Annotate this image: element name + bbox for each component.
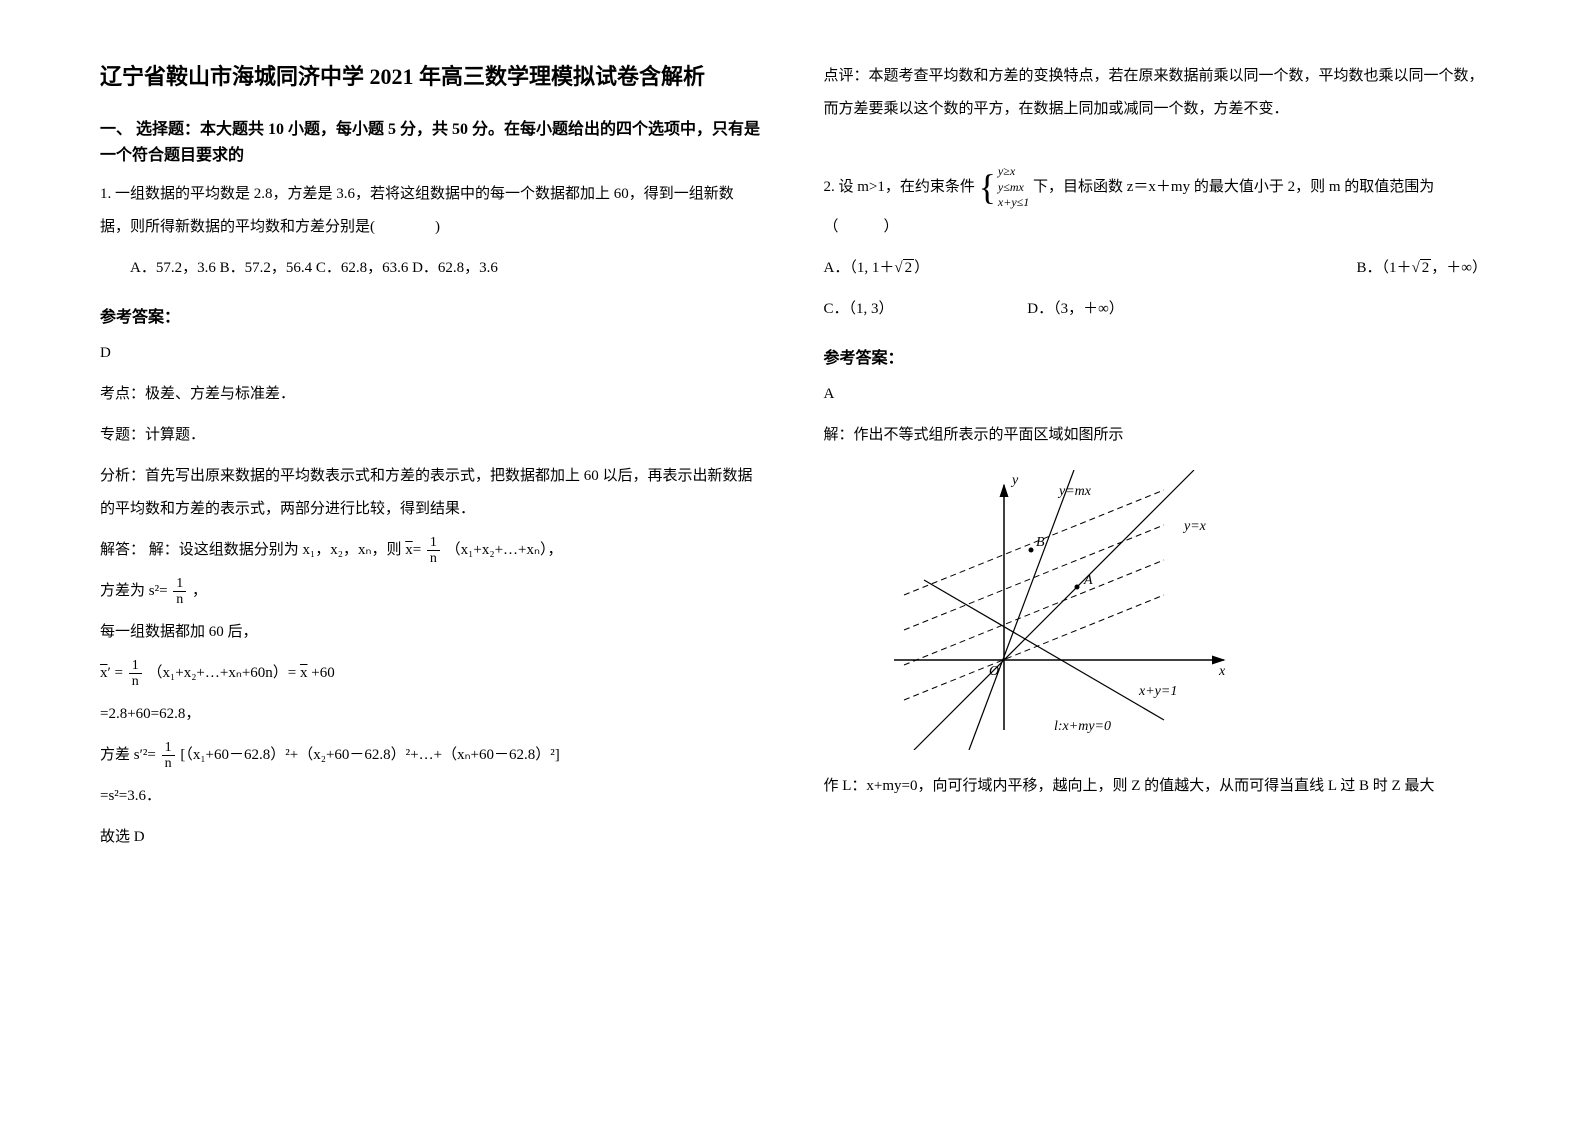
- jieda2b: ，: [192, 583, 207, 599]
- q2-optC: C．（1, 3）: [824, 293, 1024, 326]
- document-title: 辽宁省鞍山市海城同济中学 2021 年高三数学理模拟试卷含解析: [100, 60, 764, 93]
- dashed-parallel-3: [904, 490, 1164, 595]
- line-y-equals-x: [914, 470, 1194, 750]
- section-heading: 一、 选择题：本大题共 10 小题，每小题 5 分，共 50 分。在每小题给出的…: [100, 117, 764, 168]
- q2-options-row2: C．（1, 3） D．（3，＋∞）: [824, 293, 1488, 326]
- brace-icon: {: [979, 169, 996, 205]
- jieda2a: 方差为 s²=: [100, 583, 168, 599]
- q1-options: A．57.2，3.6 B．57.2，56.4 C．62.8，63.6 D．62.…: [100, 252, 764, 285]
- q1-dianping: 点评：本题考查平均数和方差的变换特点，若在原来数据前乘以同一个数，平均数也乘以同…: [824, 60, 1488, 126]
- q1-zhuanti: 专题：计算题．: [100, 419, 764, 452]
- q1-jieda-line7: =s²=3.6．: [100, 780, 764, 813]
- right-column: 点评：本题考查平均数和方差的变换特点，若在原来数据前乘以同一个数，平均数也乘以同…: [824, 60, 1488, 1062]
- constraint-system: { y≥x y≤mx x+y≤1: [979, 164, 1030, 211]
- line-l: [904, 595, 1164, 700]
- q2-jieda2: 作 L：x+my=0，向可行域内平移，越向上，则 Z 的值越大，从而可得当直线 …: [824, 770, 1488, 803]
- jieda-text1: 解：设这组数据分别为 x₁，x₂，xₙ，则: [149, 542, 402, 558]
- label-lxmy: l:x+my=0: [1054, 719, 1111, 734]
- fraction-1n-2: 1n: [173, 576, 186, 608]
- jieda6a: 方差 s′²=: [100, 747, 156, 763]
- jieda6b: [（x₁+60－62.8）²+（x₂+60－62.8）²+…+（xₙ+60－62…: [180, 747, 559, 763]
- jieda-label: 解答：: [100, 542, 145, 558]
- jieda4b: +60: [311, 665, 334, 681]
- label-B: B: [1036, 535, 1045, 550]
- q1-jieda-line4: x′ = 1n （x₁+x₂+…+xₙ+60n）= x +60: [100, 657, 764, 690]
- q2-stem1: 2. 设 m>1，在约束条件: [824, 179, 975, 195]
- left-column: 辽宁省鞍山市海城同济中学 2021 年高三数学理模拟试卷含解析 一、 选择题：本…: [100, 60, 764, 1062]
- q1-fenxi: 分析：首先写出原来数据的平均数表示式和方差的表示式，把数据都加上 60 以后，再…: [100, 460, 764, 526]
- label-ymx: y=mx: [1057, 484, 1092, 499]
- x-bar-prime: x: [100, 665, 108, 681]
- fraction-1n: 1n: [427, 535, 440, 567]
- q1-stem: 1. 一组数据的平均数是 2.8，方差是 3.6，若将这组数据中的每一个数据都加…: [100, 178, 764, 244]
- label-xy1: x+y=1: [1138, 684, 1177, 699]
- q1-jieda-line5: =2.8+60=62.8，: [100, 698, 764, 731]
- label-A: A: [1083, 573, 1093, 588]
- q1-answer: D: [100, 337, 764, 370]
- x-bar-2: x: [300, 665, 308, 681]
- line-x-plus-y-1: [924, 580, 1164, 720]
- q1-kaodian: 考点：极差、方差与标准差．: [100, 378, 764, 411]
- label-x: x: [1218, 664, 1226, 679]
- x-bar: x: [405, 542, 413, 558]
- sqrt-icon-2: 2: [1412, 252, 1432, 285]
- jieda4a: （x₁+x₂+…+xₙ+60n）=: [148, 665, 297, 681]
- point-b: [1028, 547, 1033, 552]
- answer-label: 参考答案：: [100, 303, 764, 327]
- fraction-1n-3: 1n: [129, 658, 142, 690]
- q2-jieda1: 解：作出不等式组所表示的平面区域如图所示: [824, 419, 1488, 452]
- brace-lines: y≥x y≤mx x+y≤1: [998, 164, 1029, 211]
- label-y: y: [1010, 473, 1019, 488]
- label-yx: y=x: [1182, 519, 1207, 534]
- fraction-1n-4: 1n: [162, 740, 175, 772]
- q2-optD: D．（3，＋∞）: [1027, 301, 1124, 317]
- sqrt-icon: 2: [894, 252, 914, 285]
- q1-jieda-line3: 每一组数据都加 60 后，: [100, 616, 764, 649]
- q2-answer-label: 参考答案：: [824, 344, 1488, 368]
- point-a: [1074, 584, 1079, 589]
- q1-jieda-line8: 故选 D: [100, 821, 764, 854]
- q1-jieda-line6: 方差 s′²= 1n [（x₁+60－62.8）²+（x₂+60－62.8）²+…: [100, 739, 764, 772]
- feasible-region-diagram: y x O y=mx y=x A B x+y=1 l:x+my=0: [864, 470, 1264, 750]
- diagram-svg: y x O y=mx y=x A B x+y=1 l:x+my=0: [864, 470, 1264, 750]
- line-y-equals-mx: [969, 470, 1074, 750]
- label-O: O: [989, 664, 999, 679]
- dashed-parallel-2: [904, 525, 1164, 630]
- q2-optB: B．（1＋2，＋∞）: [1357, 252, 1487, 285]
- jieda-text1b: （x₁+x₂+…+xₙ），: [446, 542, 563, 558]
- q2-options-row1: A．（1, 1＋2） B．（1＋2，＋∞）: [824, 252, 1488, 285]
- q2-answer: A: [824, 378, 1488, 411]
- q2-optA: A．（1, 1＋2）: [824, 252, 930, 285]
- q2-stem: 2. 设 m>1，在约束条件 { y≥x y≤mx x+y≤1 下，目标函数 z…: [824, 164, 1488, 244]
- q1-jieda-line2: 方差为 s²= 1n ，: [100, 575, 764, 608]
- q1-jieda-line1: 解答： 解：设这组数据分别为 x₁，x₂，xₙ，则 x= 1n （x₁+x₂+……: [100, 534, 764, 567]
